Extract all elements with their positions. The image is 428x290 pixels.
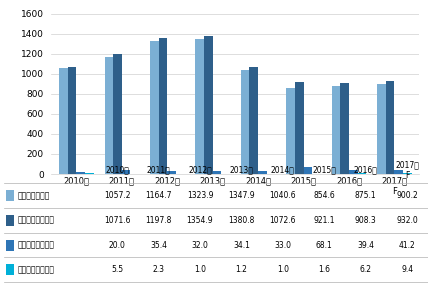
Text: 921.1: 921.1 bbox=[314, 216, 335, 225]
Bar bbox=[68, 67, 76, 174]
Bar bbox=[295, 82, 303, 174]
FancyBboxPatch shape bbox=[6, 215, 14, 226]
Bar bbox=[204, 36, 213, 174]
Text: 2013年: 2013年 bbox=[229, 165, 253, 174]
Text: 1072.6: 1072.6 bbox=[270, 216, 296, 225]
Text: 35.4: 35.4 bbox=[150, 241, 167, 250]
Bar bbox=[241, 70, 250, 174]
Text: 20.0: 20.0 bbox=[109, 241, 125, 250]
FancyBboxPatch shape bbox=[6, 240, 14, 251]
Text: 9.4: 9.4 bbox=[401, 265, 413, 274]
Text: 1.0: 1.0 bbox=[194, 265, 206, 274]
Text: 2015年: 2015年 bbox=[312, 165, 336, 174]
Bar bbox=[340, 83, 349, 174]
Text: 2016年: 2016年 bbox=[354, 165, 378, 174]
Text: 2011年: 2011年 bbox=[147, 165, 170, 174]
Bar bbox=[303, 167, 312, 174]
Text: 1347.9: 1347.9 bbox=[228, 191, 255, 200]
Text: 2012年: 2012年 bbox=[188, 165, 212, 174]
Bar bbox=[377, 84, 386, 174]
Bar bbox=[113, 54, 122, 174]
Bar bbox=[250, 66, 258, 174]
Text: 900.2: 900.2 bbox=[396, 191, 418, 200]
Text: 白糖需求量：万吨: 白糖需求量：万吨 bbox=[18, 216, 54, 225]
Text: 33.0: 33.0 bbox=[274, 241, 291, 250]
Bar bbox=[258, 171, 267, 174]
Bar bbox=[332, 86, 340, 174]
Text: 854.6: 854.6 bbox=[313, 191, 335, 200]
Bar bbox=[213, 171, 221, 174]
Bar bbox=[196, 39, 204, 174]
Bar bbox=[122, 171, 131, 174]
Text: 1323.9: 1323.9 bbox=[187, 191, 213, 200]
Text: 白糖出口量：万吨: 白糖出口量：万吨 bbox=[18, 265, 54, 274]
Bar bbox=[395, 170, 403, 174]
Text: 1.6: 1.6 bbox=[318, 265, 330, 274]
Text: 68.1: 68.1 bbox=[316, 241, 333, 250]
Text: 41.2: 41.2 bbox=[399, 241, 416, 250]
Bar bbox=[358, 173, 366, 174]
Text: 875.1: 875.1 bbox=[355, 191, 377, 200]
Bar bbox=[150, 41, 159, 174]
Bar bbox=[85, 173, 94, 174]
Text: 2010年: 2010年 bbox=[105, 165, 129, 174]
Text: 32.0: 32.0 bbox=[191, 241, 208, 250]
FancyBboxPatch shape bbox=[6, 264, 14, 276]
Bar bbox=[104, 57, 113, 174]
Text: 1354.9: 1354.9 bbox=[187, 216, 213, 225]
Text: 1380.8: 1380.8 bbox=[228, 216, 255, 225]
Text: 白糖进口量：万吨: 白糖进口量：万吨 bbox=[18, 241, 54, 250]
Bar bbox=[167, 171, 176, 174]
Text: 1164.7: 1164.7 bbox=[145, 191, 172, 200]
Bar bbox=[159, 38, 167, 174]
Text: 34.1: 34.1 bbox=[233, 241, 250, 250]
Text: 1057.2: 1057.2 bbox=[104, 191, 130, 200]
Bar bbox=[349, 170, 358, 174]
Bar bbox=[59, 68, 68, 174]
Bar bbox=[76, 172, 85, 174]
Text: 2.3: 2.3 bbox=[152, 265, 164, 274]
Text: 908.3: 908.3 bbox=[355, 216, 377, 225]
Text: 1071.6: 1071.6 bbox=[104, 216, 130, 225]
Text: 1.2: 1.2 bbox=[235, 265, 247, 274]
Text: 1.0: 1.0 bbox=[277, 265, 289, 274]
Text: 5.5: 5.5 bbox=[111, 265, 123, 274]
Text: 39.4: 39.4 bbox=[357, 241, 374, 250]
Text: 6.2: 6.2 bbox=[360, 265, 372, 274]
Text: 2014年: 2014年 bbox=[271, 165, 295, 174]
Text: 1040.6: 1040.6 bbox=[270, 191, 296, 200]
Bar bbox=[286, 88, 295, 174]
FancyBboxPatch shape bbox=[6, 190, 14, 201]
Bar bbox=[403, 173, 412, 174]
Text: 白糖产量：万吨: 白糖产量：万吨 bbox=[18, 191, 50, 200]
Text: 2017年
F: 2017年 F bbox=[395, 160, 419, 180]
Text: 1197.8: 1197.8 bbox=[146, 216, 172, 225]
Bar bbox=[386, 81, 395, 174]
Text: 932.0: 932.0 bbox=[396, 216, 418, 225]
